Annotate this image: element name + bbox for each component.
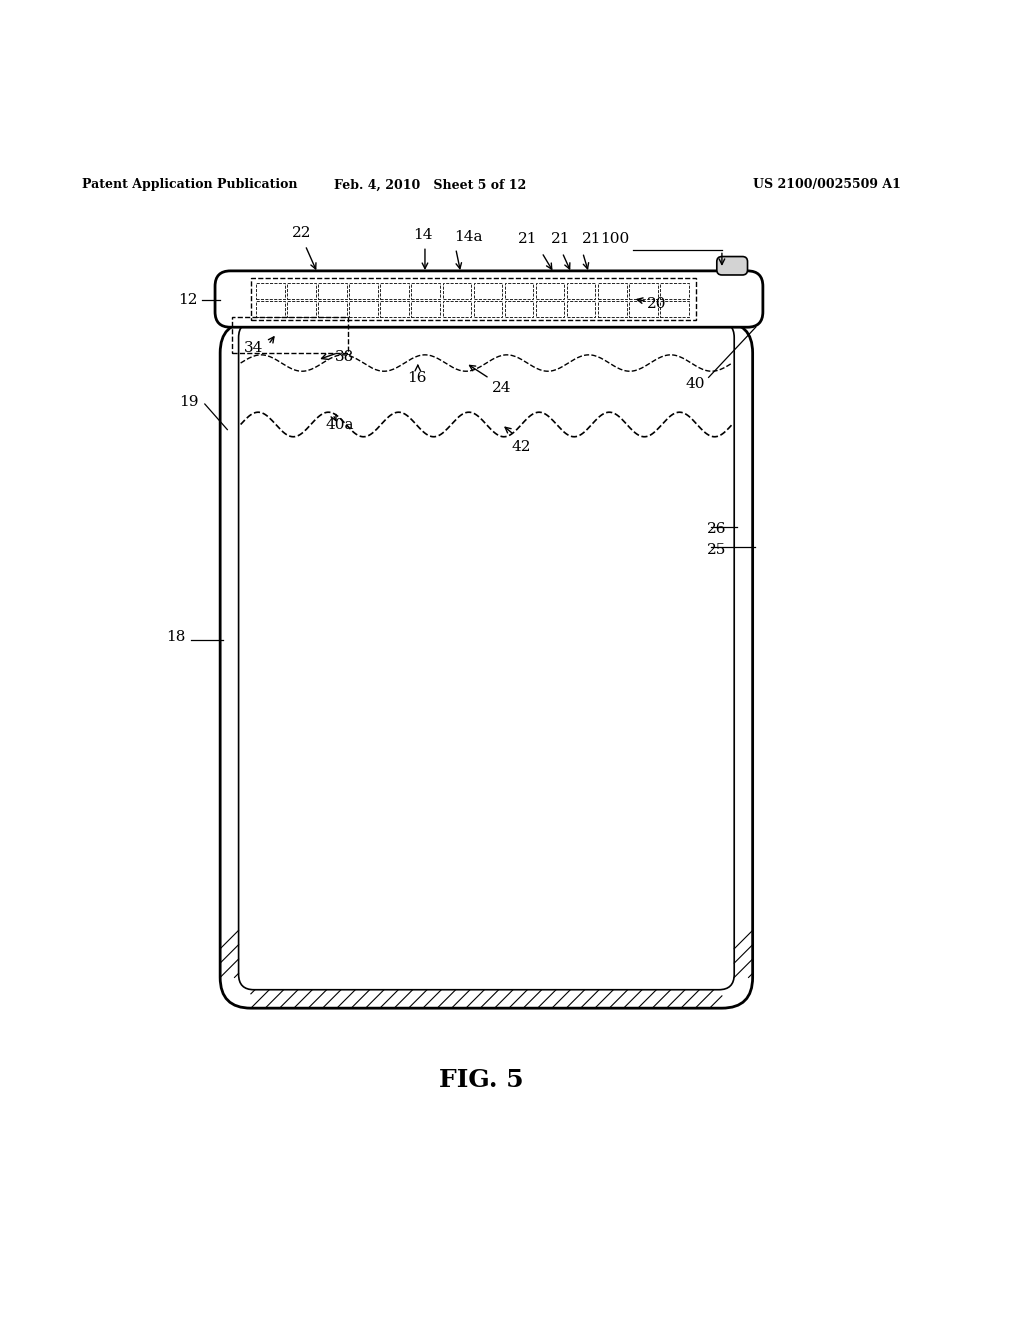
Bar [629,301,657,317]
Bar [318,284,347,300]
Text: Feb. 4, 2010   Sheet 5 of 12: Feb. 4, 2010 Sheet 5 of 12 [334,178,526,191]
Text: 34: 34 [244,341,263,355]
Text: 100: 100 [600,232,630,247]
Bar [349,284,378,300]
Bar [567,284,596,300]
Text: FIG. 5: FIG. 5 [439,1068,523,1092]
Text: US 2100/0025509 A1: US 2100/0025509 A1 [754,178,901,191]
Bar [660,284,689,300]
Bar [442,284,471,300]
Text: 14a: 14a [454,230,482,244]
Text: 38: 38 [335,350,354,364]
Bar [505,284,534,300]
Bar [380,301,409,317]
Text: 18: 18 [166,631,185,644]
Bar [251,279,696,319]
Text: 40a: 40a [326,418,354,433]
Bar [660,301,689,317]
Bar [505,301,534,317]
Text: 12: 12 [178,293,198,306]
FancyBboxPatch shape [215,271,763,327]
Text: 21: 21 [551,232,571,247]
Bar [256,301,285,317]
Bar [536,301,564,317]
Bar [473,284,502,300]
Text: 40: 40 [685,376,705,391]
Text: 14: 14 [413,228,433,242]
Text: 19: 19 [179,395,199,409]
Text: 25: 25 [707,544,726,557]
Bar [567,301,596,317]
Bar [349,301,378,317]
Text: 42: 42 [512,440,531,454]
Bar [287,284,315,300]
Bar [412,301,440,317]
Bar [629,284,657,300]
Text: 20: 20 [647,297,667,310]
Text: 24: 24 [492,381,511,396]
Bar [232,317,348,352]
Bar [536,284,564,300]
Bar [380,284,409,300]
Bar [256,284,285,300]
Bar [442,301,471,317]
Text: Patent Application Publication: Patent Application Publication [82,178,297,191]
Text: 21: 21 [582,232,601,247]
Text: 26: 26 [707,521,726,536]
Bar [598,284,627,300]
FancyBboxPatch shape [717,256,748,275]
Bar [287,301,315,317]
FancyBboxPatch shape [220,322,753,1008]
Text: 16: 16 [407,371,427,385]
Text: 22: 22 [292,226,312,240]
Bar [598,301,627,317]
Bar [318,301,347,317]
Bar [473,301,502,317]
Text: 21: 21 [518,232,538,247]
Bar [412,284,440,300]
